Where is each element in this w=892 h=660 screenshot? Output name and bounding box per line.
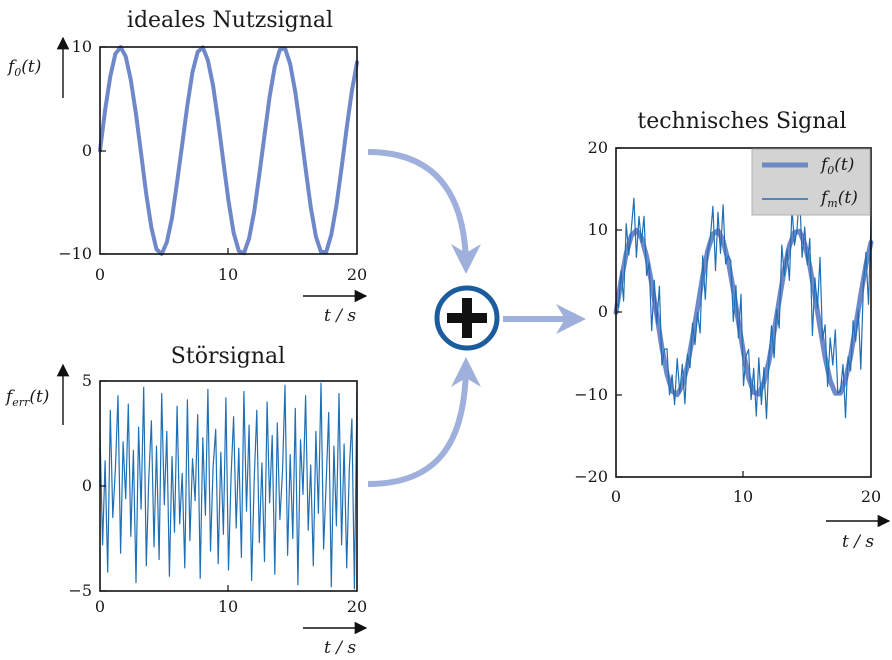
technical-xtick-0: 0	[611, 487, 621, 506]
technical-signal-plot: technisches Signal 20 10 0 −10 −20 0 10 …	[574, 109, 891, 552]
technical-ytick-neg20: −20	[574, 467, 608, 486]
ideal-ytick-bottom: −10	[58, 244, 92, 263]
noise-xtick-20: 20	[347, 597, 367, 616]
flow-arrow-from-ideal	[367, 149, 481, 274]
ideal-plot-area	[98, 45, 359, 256]
noise-ytick-top: 5	[82, 371, 92, 390]
noise-ytick-bottom: −5	[68, 581, 92, 600]
ideal-xtick-20: 20	[347, 265, 367, 284]
noise-ylabel: ferr(t)	[4, 387, 49, 409]
legend-label-measured: fm(t)	[819, 188, 858, 210]
ideal-xtick-10: 10	[218, 265, 238, 284]
noise-xlabel: t / s	[324, 638, 356, 658]
technical-xtick-10: 10	[733, 487, 753, 506]
technical-xlabel: t / s	[842, 532, 874, 552]
flow-arrow-from-noise	[367, 357, 481, 487]
legend-box	[751, 148, 871, 216]
technical-ytick-20: 20	[588, 138, 608, 157]
ideal-ytick-top: 10	[72, 37, 92, 56]
adder-plus-vertical	[462, 298, 472, 338]
ideal-ytick-mid: 0	[82, 141, 92, 160]
technical-plot-title: technisches Signal	[637, 109, 846, 134]
series-line-fmt	[615, 191, 872, 420]
ideal-xlabel: t / s	[324, 306, 356, 326]
noise-signal-plot: Störsignal 5 0 −5 0 10 20 ferr(t) t / s	[4, 344, 368, 658]
series-line-f0t	[98, 45, 359, 256]
ideal-plot-frame	[99, 46, 358, 255]
noise-plot-title: Störsignal	[171, 344, 285, 369]
technical-ytick-neg10: −10	[574, 385, 608, 404]
ideal-signal-plot: ideales Nutzsignal 10 0 −10 0 10 20 f0(t…	[6, 8, 368, 326]
noise-ytick-mid: 0	[82, 476, 92, 495]
noise-xtick-10: 10	[218, 597, 238, 616]
technical-ytick-10: 10	[588, 220, 608, 239]
adder-node	[434, 285, 500, 351]
technical-legend: f0(t) fm(t)	[751, 148, 871, 216]
technical-ytick-0: 0	[598, 302, 608, 321]
noise-plot-area	[99, 382, 358, 590]
legend-label-ideal: f0(t)	[819, 155, 854, 177]
ideal-xtick-0: 0	[95, 265, 105, 284]
series-line-ferrt	[99, 382, 358, 590]
ideal-plot-title: ideales Nutzsignal	[127, 8, 333, 33]
flow-connectors	[367, 149, 586, 487]
technical-plot-area	[613, 191, 874, 420]
technical-xtick-20: 20	[861, 487, 881, 506]
ideal-ylabel: f0(t)	[6, 57, 41, 79]
noise-xtick-0: 0	[95, 597, 105, 616]
